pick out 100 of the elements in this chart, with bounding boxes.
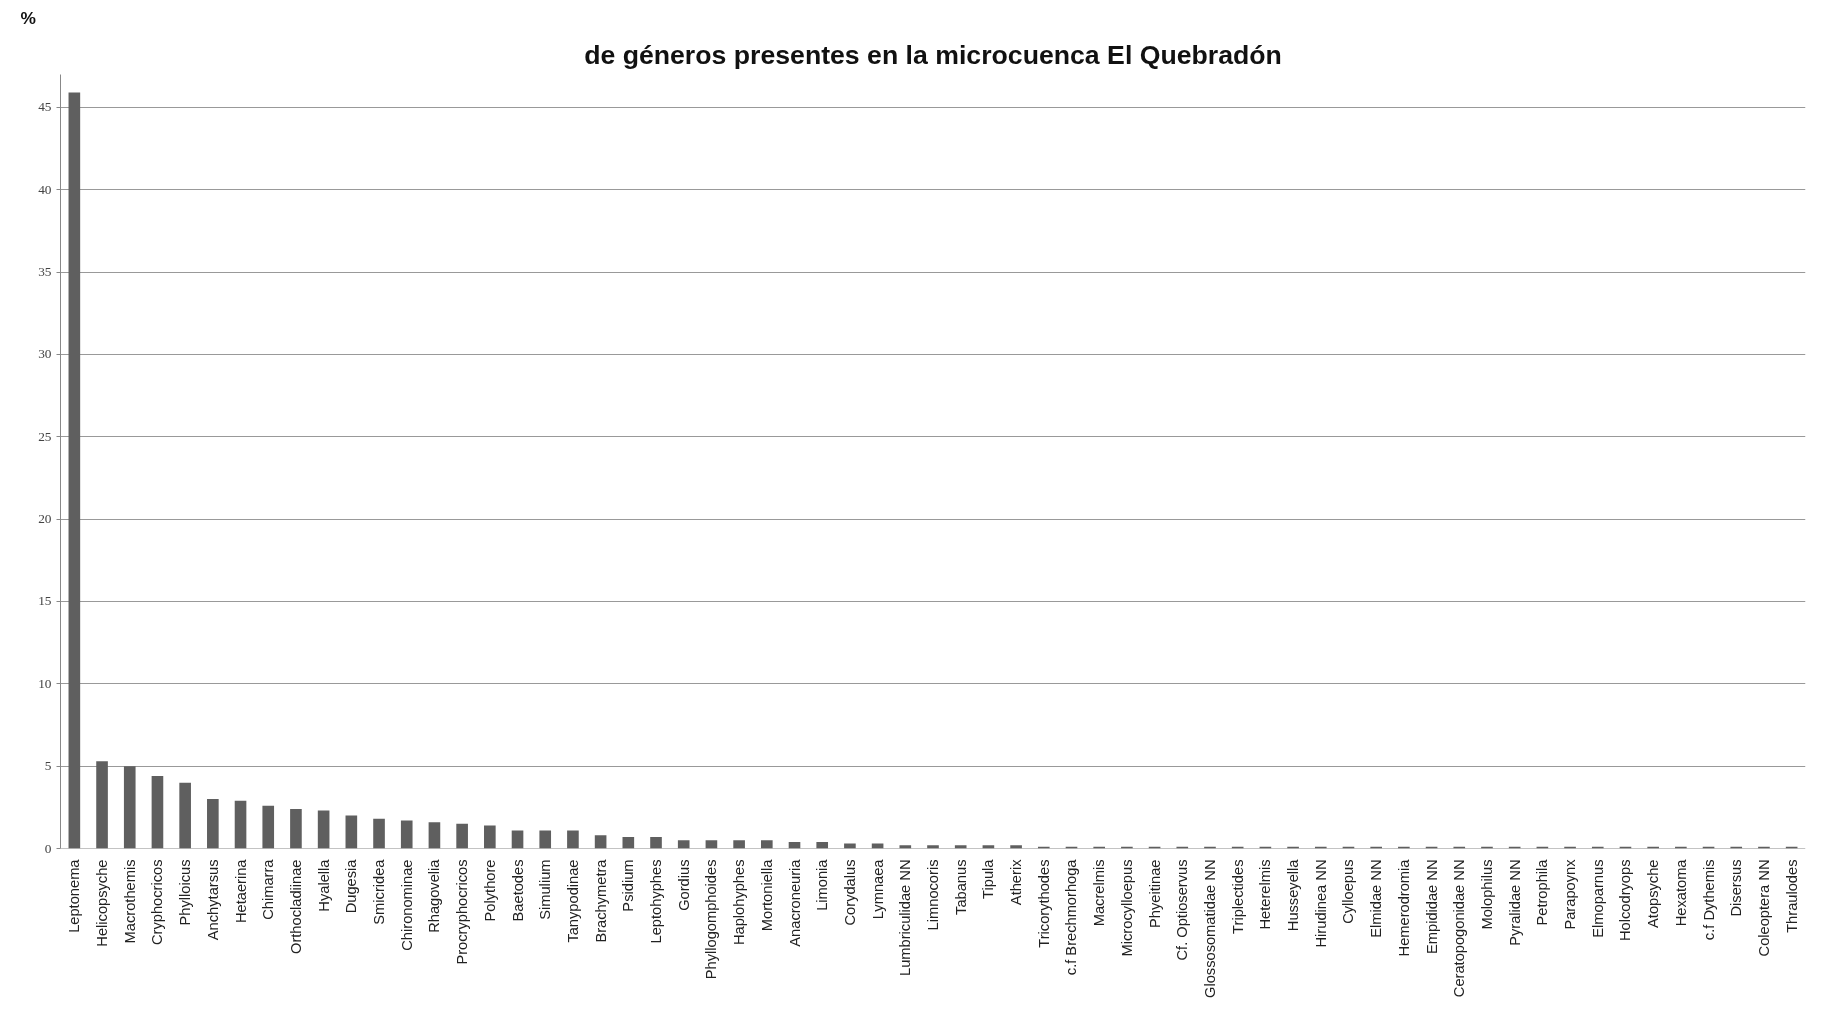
x-tick-label: Limnocoris [925,859,941,931]
x-tick-label: Hemerodromia [1395,858,1412,957]
bar [539,830,552,849]
x-tick-label: Psidium [620,859,637,912]
x-tick-label: Hexatoma [1672,858,1689,927]
bar [262,805,275,849]
bar [567,830,579,849]
x-tick-label: Simulium [537,859,554,920]
x-tick-label: Tricorythodes [1035,859,1052,948]
bar [151,776,164,849]
bar [954,845,967,849]
bar [123,766,136,849]
x-tick-label: Parapoynx [1562,858,1579,930]
bar [1010,845,1022,849]
bar [677,840,690,849]
x-tick-label: Cf. Optioservus [1174,859,1191,961]
bar [400,820,413,849]
x-tick-label: Hetaerina [232,858,249,924]
x-tick-label: Petrophila [1534,858,1551,926]
x-tick-label: Limonia [814,858,831,911]
bar [484,825,496,849]
x-tick-label: Atopsyche [1645,859,1662,928]
x-tick-label: Elmoparnus [1589,859,1606,938]
x-tick-label: Anacroneuria [786,858,803,947]
bar [927,845,939,849]
x-tick-label: Glossosomatidae NN [1201,859,1218,998]
bar [68,92,81,849]
x-tick-label: Leptonema [66,858,83,933]
bar [622,836,635,849]
x-tick-label: Helicopsyche [94,859,111,947]
x-tick-label: Baetodes [509,859,526,922]
x-tick-label: Corydalus [841,859,858,926]
x-tick-label: Procryphocricos [454,859,471,965]
x-tick-label: Hyalella [315,858,332,912]
x-tick-label: Brachymetra [592,858,609,943]
bar [207,799,219,849]
x-tick-label: Rhagovelia [426,858,443,933]
x-tick-label: Ceratopogonidae NN [1451,859,1468,998]
bar [290,808,302,849]
x-tick-label: c.f Dythemis [1700,859,1717,941]
x-tick-label: Cylloepus [1340,859,1357,924]
bar [511,830,524,849]
x-tick-label: Polythore [481,859,498,922]
y-tick-label: 10 [38,675,52,691]
bar [650,836,662,849]
bar [816,841,829,849]
x-tick-label: Gordius [675,859,692,911]
x-tick-label: Tipula [980,858,997,899]
bar [594,835,607,849]
x-tick-label: Phylloicus [177,859,194,926]
y-tick-label: 20 [38,511,52,527]
x-tick-label: Phyeitinae [1146,859,1163,928]
x-tick-label: Tabanus [952,859,969,915]
x-tick-label: c.f Brechmorhoga [1063,858,1080,976]
x-tick-label: Coleoptera NN [1755,859,1772,957]
x-tick-label: Dugesia [343,858,360,914]
y-tick-label: 40 [38,181,52,197]
x-tick-label: Disersus [1728,859,1745,917]
x-tick-label: Tanypodinae [564,859,581,943]
bar [345,815,358,849]
x-tick-label: Macrelmis [1091,859,1108,927]
x-tick-label: Leptohyphes [648,859,665,944]
x-tick-label: Haplohyphes [731,859,748,946]
bar [234,800,247,849]
x-tick-label: Heterelmis [1257,859,1274,930]
x-tick-label: Orthocladiinae [287,859,304,955]
x-tick-label: Chironominae [398,859,415,951]
bar [317,810,330,849]
bar [428,822,441,849]
bar [733,840,745,849]
x-tick-label: Macrothemis [121,859,138,944]
x-tick-label: Smicridea [371,858,388,925]
x-tick-label: Microcylloepus [1118,859,1135,957]
x-tick-label: Atherix [1008,858,1025,906]
x-tick-label: Husseyella [1285,858,1302,932]
bar [373,818,385,849]
x-tick-label: Empididae NN [1423,859,1440,954]
x-tick-label: Elmidae NN [1368,859,1385,938]
x-tick-label: Cryphocricos [149,859,166,946]
y-tick-label: 15 [38,593,52,609]
x-tick-label: Chimarra [260,858,277,920]
x-tick-label: Thraulodes [1783,859,1800,933]
y-axis-title: % [20,7,36,28]
y-tick-label: 35 [38,264,52,280]
x-tick-label: Lumbriculidae NN [897,859,914,976]
bar [96,761,108,849]
y-tick-label: 45 [38,99,52,115]
chart-title: de géneros presentes en la microcuenca El Quebradón [584,39,1282,70]
bar [899,845,912,849]
y-tick-label: 5 [44,758,52,774]
bar [705,840,718,849]
x-tick-label: Hirudinea NN [1312,859,1329,948]
y-tick-label: 0 [44,840,52,856]
x-tick-label: Triplectides [1229,859,1246,934]
x-tick-label: Pyralidae NN [1506,859,1523,946]
bar [456,823,468,849]
x-tick-label: Holcodryops [1617,859,1634,941]
x-tick-label: Molophilus [1478,859,1495,930]
x-tick-label: Mortoniella [758,858,775,932]
y-tick-label: 30 [38,346,52,362]
